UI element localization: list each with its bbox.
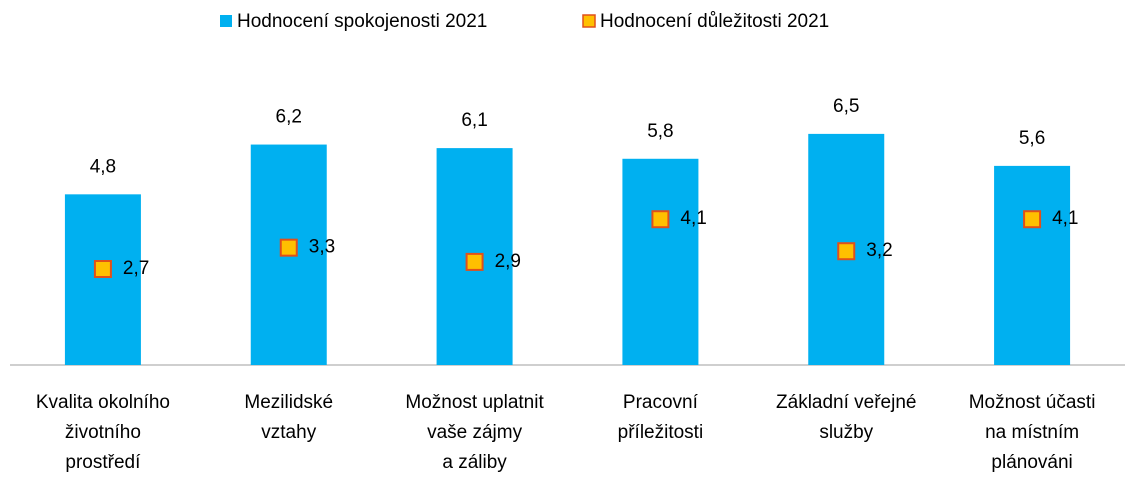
- marker-value-label: 4,1: [1052, 208, 1078, 229]
- marker: [279, 238, 298, 257]
- bar-value-label: 5,6: [1019, 128, 1045, 149]
- marker-value-label: 2,9: [495, 251, 521, 272]
- x-tick-label: Možnost účasti na místním plánováni: [968, 392, 1096, 473]
- bar: [994, 165, 1071, 365]
- bar: [64, 194, 141, 365]
- bar-value-label: 6,2: [276, 107, 302, 128]
- legend-label: Hodnocení důležitosti 2021: [600, 11, 829, 32]
- bar-value-label: 6,1: [461, 110, 487, 131]
- marker: [93, 260, 112, 278]
- marker: [837, 242, 856, 261]
- bar-value-label: 5,8: [647, 121, 673, 142]
- legend-label: Hodnocení spokojenosti 2021: [237, 11, 487, 32]
- x-tick-label: Mezilidské vztahy: [244, 392, 334, 443]
- bar-value-label: 6,5: [833, 96, 859, 117]
- x-tick-label: Kvalita okolního životního prostředí: [35, 392, 170, 473]
- marker-value-label: 2,7: [123, 258, 149, 279]
- x-tick-label: Možnost uplatnit vaše zájmy a záliby: [405, 392, 544, 473]
- x-tick-label: Pracovní příležitosti: [617, 392, 704, 443]
- x-tick-label: Základní veřejné služby: [776, 392, 917, 443]
- marker-value-label: 4,1: [680, 208, 706, 229]
- bar: [622, 158, 699, 365]
- marker-value-label: 3,2: [866, 240, 892, 261]
- bar-value-label: 4,8: [90, 156, 116, 177]
- marker: [651, 210, 670, 229]
- marker: [465, 252, 484, 271]
- marker-value-label: 3,3: [309, 237, 335, 258]
- legend-swatch: [582, 14, 596, 28]
- legend-swatch: [220, 15, 232, 27]
- marker: [1023, 210, 1042, 229]
